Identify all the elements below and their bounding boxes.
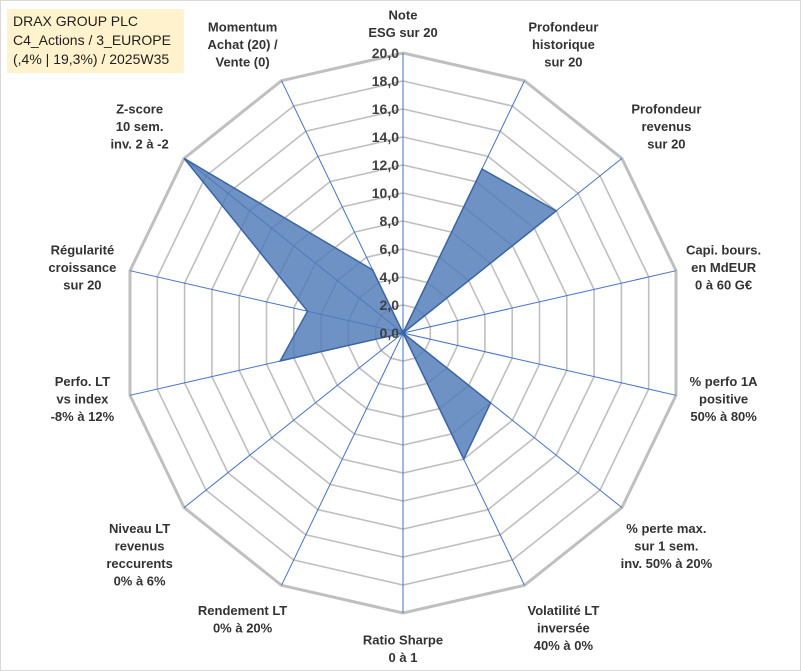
axis-label-line: vs index xyxy=(56,392,109,407)
axis-label: Profondeur historique sur 20 xyxy=(528,19,598,69)
tick-label: 18,0 xyxy=(372,73,399,89)
axis-label-line: Perfo. LT xyxy=(55,374,110,389)
tick-label: 14,0 xyxy=(372,129,399,145)
axis-label-line: inv. 2 à -2 xyxy=(110,136,168,151)
axis-label: Z-score 10 sem. inv. 2 à -2 xyxy=(110,101,168,151)
axis-spoke xyxy=(402,270,677,334)
axis-label-line: reccurents xyxy=(106,556,172,571)
axis-label: Momentum Achat (20) / Vente (0) xyxy=(208,19,278,69)
axis-spoke xyxy=(183,332,404,508)
axis-label-line: 0% à 6% xyxy=(114,574,166,589)
axis-label-line: croissance xyxy=(48,260,116,275)
axis-label: Ratio Sharpe 0 à 1 xyxy=(363,633,443,666)
axis-label-line: historique xyxy=(532,37,595,52)
info-company: DRAX GROUP PLC xyxy=(13,13,138,29)
axis-label-line: % perte max. xyxy=(626,521,706,536)
axis-label-line: -8% à 12% xyxy=(51,409,115,424)
axis-label: Volatilité LT inversée 40% à 0% xyxy=(528,603,600,653)
axis-label-line: Vente (0) xyxy=(216,54,270,69)
axis-label: Niveau LT revenus reccurents 0% à 6% xyxy=(106,521,172,589)
axis-label: Rendement LT 0% à 20% xyxy=(198,603,287,636)
info-box: DRAX GROUP PLC C4_Actions / 3_EUROPE (,4… xyxy=(7,9,184,73)
axis-label: Profondeur revenus sur 20 xyxy=(631,101,701,151)
axis-label-line: en MdEUR xyxy=(691,260,757,275)
axis-label-line: revenus xyxy=(115,539,165,554)
axis-label-line: Profondeur xyxy=(528,19,598,34)
axis-spoke xyxy=(402,332,677,396)
tick-label: 10,0 xyxy=(372,185,399,201)
axis-label-line: sur 20 xyxy=(63,277,101,292)
info-stats: (,4% | 19,3%) / 2025W35 xyxy=(13,51,170,67)
axis-label-line: Ratio Sharpe xyxy=(363,633,443,648)
tick-layer: 0,0 2,0 4,0 6,0 8,0 10,0 12,0 14,0 16,0 18,0 20,0 xyxy=(372,45,399,341)
axis-label-line: 0% à 20% xyxy=(213,621,273,636)
tick-label: 4,0 xyxy=(380,269,400,285)
axis-label: Perfo. LT vs index -8% à 12% xyxy=(51,374,115,424)
axis-label-line: Régularité xyxy=(51,242,115,257)
axis-label-line: inversée xyxy=(537,621,590,636)
axis-label-line: 10 sem. xyxy=(116,119,164,134)
tick-label: 20,0 xyxy=(372,45,399,61)
tick-label: 6,0 xyxy=(380,241,400,257)
series-area xyxy=(183,157,558,461)
axis-label-line: Profondeur xyxy=(631,101,701,116)
axis-label-line: Volatilité LT xyxy=(528,603,600,618)
tick-label: 2,0 xyxy=(380,297,400,313)
tick-label: 16,0 xyxy=(372,101,399,117)
axis-label-line: sur 20 xyxy=(544,54,582,69)
axis-label-line: Achat (20) / xyxy=(208,37,278,52)
axis-label-layer: Note ESG sur 20 Profondeur historique sur 20… xyxy=(48,8,761,666)
tick-label: 12,0 xyxy=(372,157,399,173)
axis-label-line: 0 à 1 xyxy=(389,650,418,665)
axis-label: % perte max. sur 1 sem. inv. 50% à 20% xyxy=(621,521,713,571)
axis-label: Régularité croissance sur 20 xyxy=(48,242,116,292)
series-layer xyxy=(183,157,558,461)
axis-label: Note ESG sur 20 xyxy=(368,8,437,41)
axis-label-line: 50% à 80% xyxy=(690,409,757,424)
axis-label-line: revenus xyxy=(641,119,691,134)
axis-label-line: inv. 50% à 20% xyxy=(621,556,713,571)
axis-label-line: sur 20 xyxy=(647,136,685,151)
tick-label: 0,0 xyxy=(380,325,400,341)
axis-label-line: positive xyxy=(699,392,748,407)
axis-label-line: % perfo 1A xyxy=(690,374,759,389)
axis-label: % perfo 1A positive 50% à 80% xyxy=(690,374,759,424)
axis-label-line: ESG sur 20 xyxy=(368,25,437,40)
axis-label-line: Capi. bours. xyxy=(686,242,761,257)
axis-label-line: 40% à 0% xyxy=(534,638,594,653)
axis-label-line: Rendement LT xyxy=(198,603,287,618)
axis-label-line: Note xyxy=(389,8,418,23)
axis-label-line: Momentum xyxy=(208,19,277,34)
tick-label: 8,0 xyxy=(380,213,400,229)
axis-label-line: 0 à 60 G€ xyxy=(695,277,752,292)
info-category: C4_Actions / 3_EUROPE xyxy=(13,32,171,48)
axis-label-line: Niveau LT xyxy=(109,521,170,536)
axis-spoke xyxy=(281,332,404,586)
axis-label-line: Z-score xyxy=(116,101,163,116)
axis-label-line: sur 1 sem. xyxy=(634,539,698,554)
axis-label: Capi. bours. en MdEUR 0 à 60 G€ xyxy=(686,242,761,292)
